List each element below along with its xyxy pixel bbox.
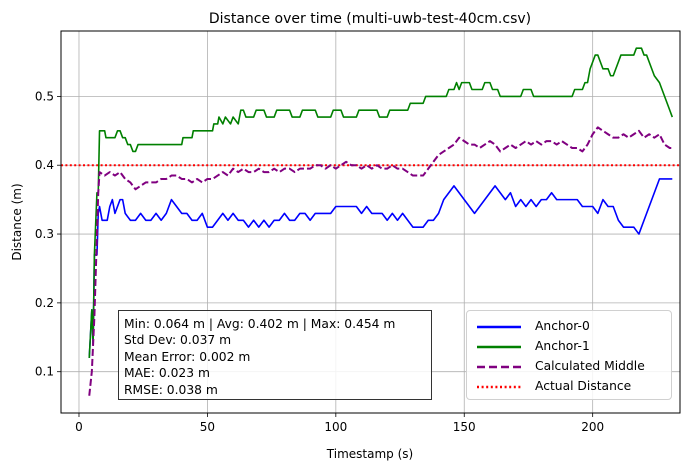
legend-item: Anchor-0: [467, 317, 671, 337]
y-tick-label: 0.3: [35, 227, 54, 241]
plot-frame: [60, 30, 681, 414]
series-line-calculated-middle: [88, 126, 673, 396]
stats-std-dev: Std Dev: 0.037 m: [124, 333, 232, 348]
x-tick-label: 50: [200, 420, 215, 434]
legend-item: Anchor-1: [467, 337, 671, 357]
ticks: 0 50 100 150 200 0.1 0.2 0.3 0.4 0.5: [35, 89, 604, 434]
series-line-anchor-0: [88, 178, 673, 358]
x-tick-label: 150: [453, 420, 476, 434]
stats-mean-error: Mean Error: 0.002 m: [124, 349, 251, 364]
legend-swatch: [477, 325, 521, 329]
y-tick-label: 0.4: [35, 158, 54, 172]
series-group: [61, 47, 680, 396]
y-tick-label: 0.5: [35, 89, 54, 103]
legend-item: Calculated Middle: [467, 357, 671, 377]
y-axis-label: Distance (m): [10, 183, 24, 260]
stats-rmse: RMSE: 0.038 m: [124, 382, 218, 397]
x-tick-label: 0: [75, 420, 83, 434]
legend-swatch: [477, 345, 521, 349]
x-axis-label: Timestamp (s): [326, 447, 413, 461]
y-tick-label: 0.2: [35, 296, 54, 310]
legend-swatch: [477, 385, 521, 389]
x-tick-label: 100: [324, 420, 347, 434]
legend-label: Calculated Middle: [535, 359, 645, 373]
y-tick-label: 0.1: [35, 365, 54, 379]
legend-swatch: [477, 365, 521, 369]
series-line-anchor-1: [88, 47, 674, 358]
stats-summary: Min: 0.064 m | Avg: 0.402 m | Max: 0.454…: [124, 317, 396, 331]
chart-title: Distance over time (multi-uwb-test-40cm.…: [209, 11, 531, 27]
legend: Anchor-0 Anchor-1 Calculated Middle Actual …: [466, 310, 672, 400]
legend-item: Actual Distance: [467, 377, 671, 397]
stats-mae: MAE: 0.023 m: [124, 366, 210, 381]
x-tick-label: 200: [581, 420, 604, 434]
legend-label: Anchor-1: [535, 339, 590, 353]
stats-box: Min: 0.064 m | Avg: 0.402 m | Max: 0.454…: [118, 310, 432, 400]
legend-label: Actual Distance: [535, 379, 632, 393]
legend-label: Anchor-0: [535, 319, 590, 333]
